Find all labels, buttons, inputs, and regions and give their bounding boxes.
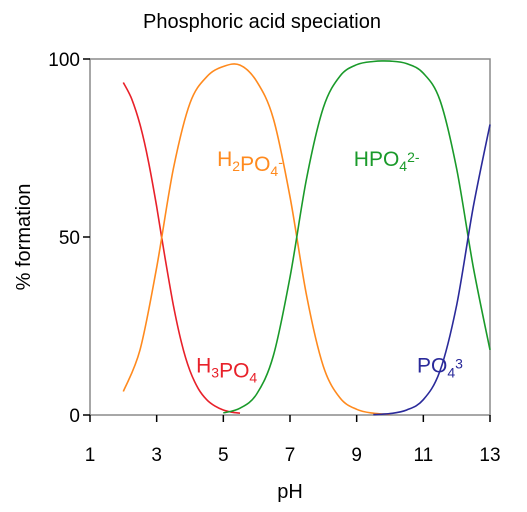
x-tick-label-6: 13 [479, 445, 500, 466]
x-tick-label-0: 1 [85, 445, 96, 466]
y-tick-label-2: 100 [48, 50, 80, 71]
series-line-2 [223, 60, 491, 414]
x-tick-label-4: 9 [351, 445, 362, 466]
series-line-1 [122, 63, 391, 416]
series-layer [122, 60, 491, 416]
x-tick-label-5: 11 [413, 445, 433, 466]
x-tick-label-1: 3 [151, 445, 162, 466]
series-line-3 [373, 124, 491, 416]
y-axis-label: % formation [13, 184, 35, 291]
y-tick-label-0: 0 [69, 406, 80, 427]
x-tick-label-2: 5 [218, 445, 229, 466]
y-tick-label-1: 50 [59, 228, 80, 249]
x-tick-label-3: 7 [285, 445, 296, 466]
species-label-3: PO43 [417, 354, 463, 380]
species-label-2: HPO42- [354, 148, 420, 174]
species-label-1: H2PO4- [217, 148, 283, 179]
chart-title: Phosphoric acid speciation [143, 11, 381, 33]
label-layer: H3PO4 H2PO4- HPO42- PO43 [196, 148, 463, 385]
x-axis-label: pH [277, 481, 303, 503]
series-line-0 [122, 82, 241, 414]
species-label-0: H3PO4 [196, 354, 257, 385]
